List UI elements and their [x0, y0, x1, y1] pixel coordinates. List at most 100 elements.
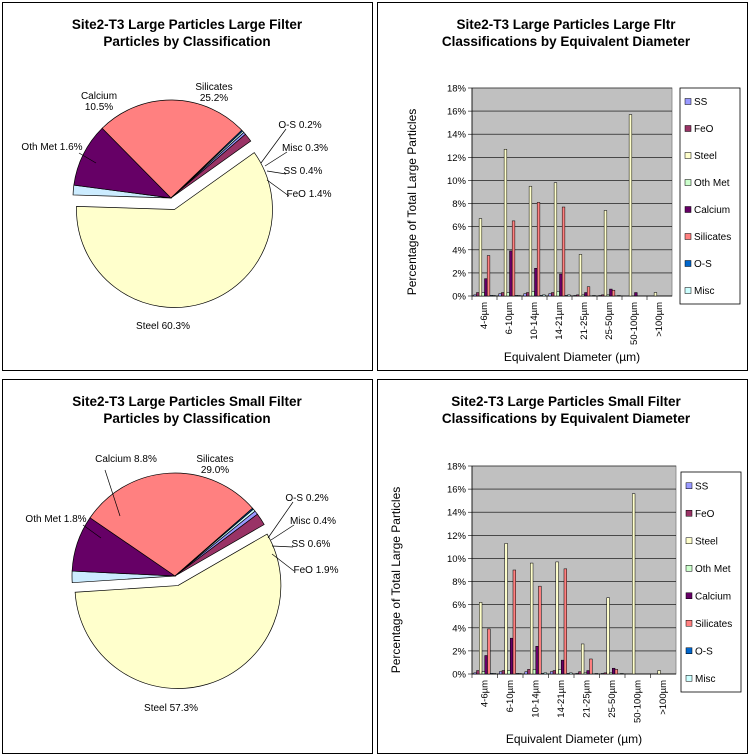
- pie-leader-line: [271, 553, 295, 572]
- x-axis-title: Equivalent Diameter (µm): [506, 732, 642, 746]
- bar-feo: [476, 292, 480, 297]
- bar-feo: [576, 294, 580, 297]
- pie-slice-steel: [74, 533, 282, 689]
- bar-steel: [581, 643, 585, 675]
- bar-calcium: [609, 288, 613, 297]
- pie-leader-line: [271, 545, 294, 548]
- x-tick-label: 25-50µm: [604, 302, 615, 340]
- x-tick-label: 25-50µm: [607, 680, 618, 718]
- legend-label: Calcium: [695, 591, 731, 602]
- x-tick-label: 14-21µm: [554, 302, 565, 340]
- pie-slice-silicates: [89, 472, 254, 577]
- y-tick-label: 14%: [447, 508, 467, 519]
- y-tick-label: 18%: [447, 462, 467, 473]
- pie-label-misc: Misc 0.4%: [290, 516, 336, 527]
- x-tick-label: >100µm: [654, 302, 665, 337]
- legend-label: Silicates: [694, 232, 731, 243]
- y-tick-label: 18%: [447, 84, 467, 95]
- plot-area: [471, 465, 677, 675]
- bar-steel: [479, 602, 483, 675]
- y-tick-label: 6%: [452, 222, 466, 233]
- bar-calcium: [509, 250, 513, 297]
- pie-slice-silicates: [101, 99, 243, 199]
- bar-silicates: [614, 669, 618, 675]
- y-tick-label: 0%: [452, 670, 466, 681]
- bar-o-s: [515, 673, 519, 675]
- legend-label: Misc: [694, 286, 715, 297]
- bar-steel: [653, 292, 658, 297]
- legend-label: SS: [695, 481, 709, 492]
- pie-leader-line: [270, 524, 295, 541]
- legend-swatch: [684, 125, 692, 132]
- legend-label: Steel: [694, 151, 717, 162]
- bar-ss: [499, 671, 503, 675]
- pie-label-steel: Steel 60.3%: [136, 321, 190, 332]
- bar-oth-met: [558, 669, 562, 675]
- legend-swatch: [685, 537, 693, 544]
- bar-oth-met: [609, 672, 613, 675]
- bar-silicates: [589, 658, 593, 675]
- x-tick-label: >100µm: [658, 680, 669, 715]
- bar-o-s: [566, 673, 570, 675]
- bar-feo: [501, 670, 506, 675]
- pie-label-ss: SS 0.6%: [292, 539, 331, 550]
- y-tick-label: 16%: [447, 485, 467, 496]
- bar-calcium: [510, 637, 514, 675]
- legend-swatch: [684, 98, 692, 105]
- pie-leader-line: [266, 179, 290, 197]
- bar-feo: [501, 292, 505, 297]
- pie-slice-feo: [174, 513, 265, 577]
- bar-steel: [603, 210, 608, 297]
- pie-leader-line: [82, 524, 102, 539]
- bar-chart-small-filter-svg: Site2-T3 Large Particles Small Filter Cla…: [389, 394, 742, 746]
- legend-label: Oth Met: [695, 564, 731, 575]
- pie-leader-line: [78, 152, 97, 164]
- legend-label: SS: [694, 97, 708, 108]
- bar-o-s: [539, 295, 543, 297]
- legend-label: Silicates: [695, 619, 732, 630]
- bar-misc: [518, 673, 522, 675]
- bar-calcium: [584, 292, 588, 297]
- pie-label-silicates: Silicates 25.2%: [195, 82, 232, 104]
- legend-swatch: [684, 233, 692, 240]
- bar-ss: [575, 673, 579, 675]
- pie-slice-feo: [170, 133, 252, 199]
- bar-o-s: [514, 295, 518, 297]
- pie-slice-steel: [76, 152, 273, 308]
- legend: [679, 87, 741, 305]
- bar-ss: [548, 293, 552, 297]
- bar-calcium: [586, 670, 590, 675]
- bar-ss: [498, 293, 502, 297]
- bar-steel: [528, 185, 533, 297]
- bar-o-s: [489, 673, 494, 675]
- legend-swatch: [685, 675, 693, 682]
- legend-swatch: [685, 592, 693, 599]
- x-tick-label: 6-10µm: [505, 680, 516, 712]
- pie-label-o-s: O-S 0.2%: [285, 493, 328, 504]
- bar-calcium: [534, 268, 538, 297]
- x-tick-label: 10-14µm: [530, 680, 541, 718]
- bar-chart-small-filter: Site2-T3 Large Particles Small Filter Cla…: [377, 379, 748, 754]
- chart-title: Site2-T3 Large Particles Large Fltr Class…: [442, 17, 691, 49]
- y-axis-title: Percentage of Total Large Particles: [389, 487, 403, 674]
- x-tick-label: 50-100µm: [632, 680, 643, 723]
- x-tick-label: 6-10µm: [504, 302, 515, 334]
- pie-label-misc: Misc 0.3%: [282, 143, 328, 154]
- x-axis-title: Equivalent Diameter (µm): [504, 350, 640, 364]
- bar-oth-met: [481, 671, 486, 675]
- x-tick-label: 21-25µm: [579, 302, 590, 340]
- bar-feo: [578, 671, 582, 675]
- x-tick-label: 21-25µm: [581, 680, 592, 718]
- pie-label-silicates: Silicates 29.0%: [196, 454, 233, 476]
- bar-misc: [620, 673, 624, 675]
- pie-label-calcium: Calcium 10.5%: [81, 91, 117, 113]
- y-tick-label: 16%: [447, 107, 467, 118]
- bar-misc: [543, 672, 547, 675]
- pie-label-oth-met: Oth Met 1.8%: [25, 514, 86, 525]
- y-tick-label: 0%: [452, 292, 466, 303]
- bar-ss: [473, 672, 477, 675]
- y-tick-label: 12%: [447, 153, 467, 164]
- x-tick-label: 14-21µm: [556, 680, 567, 718]
- bar-silicates: [536, 202, 541, 297]
- pie-chart-large-filter: Site2-T3 Large Particles Large Filter Par…: [2, 2, 373, 371]
